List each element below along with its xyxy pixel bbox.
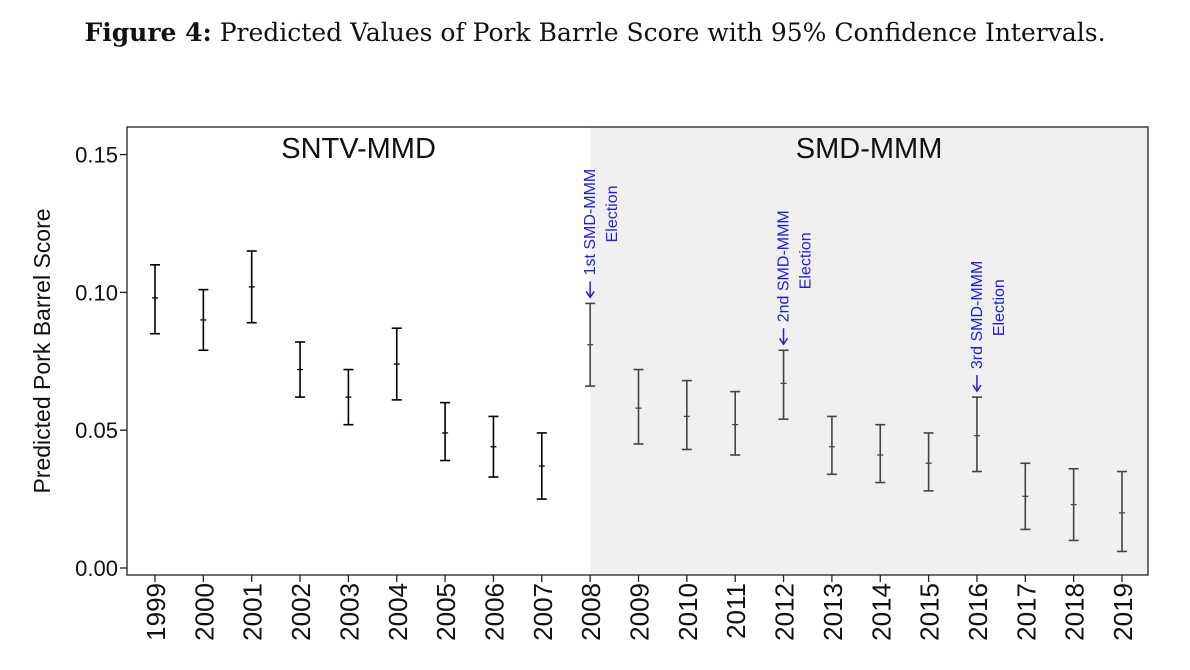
error-bar-2003 xyxy=(343,368,354,426)
region-label: SNTV-MMD xyxy=(281,133,436,165)
x-tick-label: 2005 xyxy=(431,583,461,641)
plot-frame xyxy=(126,126,1149,576)
y-axis-label: Predicted Pork Barrel Score xyxy=(29,208,55,493)
error-bar-2018 xyxy=(1068,467,1079,542)
x-tick-label: 2010 xyxy=(673,583,703,641)
x-tick-label: 2019 xyxy=(1108,583,1138,641)
annotation-arrow-head xyxy=(778,337,789,346)
region-label: SMD-MMM xyxy=(796,133,943,165)
error-bar-2011 xyxy=(730,390,741,456)
error-bar-2017 xyxy=(1020,462,1031,531)
election-annotation: 1st SMD-MMM Election xyxy=(582,169,621,299)
y-tick-label: 0.10 xyxy=(75,280,118,305)
x-tick-label: 2006 xyxy=(479,583,509,641)
x-tick-label: 2017 xyxy=(1011,583,1041,641)
region-2 xyxy=(590,127,1148,575)
x-tick-label: 2016 xyxy=(963,583,993,641)
annotation-line-2: Election xyxy=(991,279,1008,336)
y-tick-label: 0.00 xyxy=(75,556,118,581)
x-tick-label: 2018 xyxy=(1060,583,1090,641)
figure-title: Predicted Values of Pork Barrle Score wi… xyxy=(219,18,1106,47)
error-bar-2019 xyxy=(1117,470,1127,553)
annotation-line-1: 1st SMD-MMM xyxy=(582,169,599,276)
error-bar-2013 xyxy=(826,415,837,476)
error-bar-2001 xyxy=(246,250,257,324)
error-bar-2012 xyxy=(778,349,789,420)
annotation-line-2: Election xyxy=(798,232,815,289)
error-bar-2007 xyxy=(536,432,547,500)
annotation-line-1: 2nd SMD-MMM xyxy=(776,210,793,322)
y-tick-label: 0.05 xyxy=(75,418,118,443)
x-tick-label: 2011 xyxy=(721,583,751,639)
x-tick-label: 2008 xyxy=(576,583,606,641)
x-tick-label: 2001 xyxy=(238,583,268,641)
error-bar-2008 xyxy=(585,302,596,387)
error-bar-2004 xyxy=(391,327,402,401)
x-tick-label: 2007 xyxy=(528,583,558,641)
error-bar-2000 xyxy=(198,288,209,352)
y-tick-label: 0.15 xyxy=(75,143,118,168)
error-bar-2009 xyxy=(633,368,644,445)
x-tick-label: 2004 xyxy=(383,583,413,641)
x-tick-label: 2000 xyxy=(189,583,219,641)
error-bar-2002 xyxy=(295,341,306,398)
x-tick-label: 2015 xyxy=(915,583,945,641)
x-tick-label: 2003 xyxy=(334,583,364,641)
election-annotation: 2nd SMD-MMM Election xyxy=(776,210,815,346)
x-tick-label: 2013 xyxy=(818,583,848,641)
annotation-line-1: 3rd SMD-MMM xyxy=(969,261,986,369)
x-tick-label: 2014 xyxy=(866,583,896,641)
x-tick-label: 2012 xyxy=(770,583,800,641)
annotation-arrow-head xyxy=(972,384,982,393)
region-1 xyxy=(127,127,591,575)
error-bar-2010 xyxy=(681,379,692,451)
error-bar-2014 xyxy=(875,423,886,484)
x-tick-label: 2009 xyxy=(625,583,655,641)
x-tick-label: 1999 xyxy=(141,583,171,641)
error-bar-1999 xyxy=(150,264,160,335)
error-bar-2016 xyxy=(971,396,982,473)
annotation-line-2: Election xyxy=(604,185,621,242)
election-annotation: 3rd SMD-MMM Election xyxy=(969,261,1008,393)
error-bar-2006 xyxy=(488,415,499,478)
error-bar-2005 xyxy=(440,401,451,462)
figure-caption: Figure 4: Predicted Values of Pork Barrl… xyxy=(0,18,1190,47)
x-tick-label: 2002 xyxy=(286,583,316,641)
error-bar-2015 xyxy=(923,432,934,492)
figure-label: Figure 4: xyxy=(84,18,212,47)
annotation-arrow-head xyxy=(585,290,595,299)
